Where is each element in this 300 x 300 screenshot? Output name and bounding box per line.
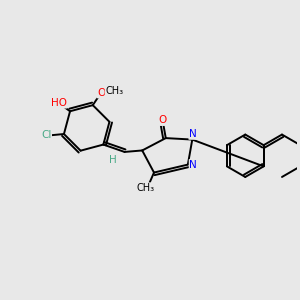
Text: Cl: Cl (41, 130, 52, 140)
Text: CH₃: CH₃ (105, 86, 123, 96)
Text: O: O (159, 116, 167, 125)
Text: N: N (189, 129, 197, 139)
Text: H: H (110, 155, 117, 165)
Text: O: O (97, 88, 105, 98)
Text: N: N (189, 160, 197, 170)
Text: HO: HO (51, 98, 67, 108)
Text: CH₃: CH₃ (137, 183, 155, 193)
